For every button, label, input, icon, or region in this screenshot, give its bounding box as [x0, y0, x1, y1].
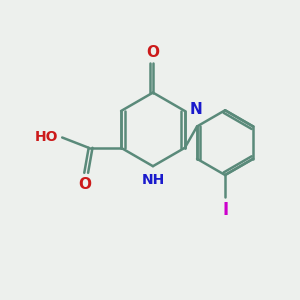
Text: NH: NH: [141, 173, 165, 187]
Text: I: I: [222, 201, 228, 219]
Text: N: N: [190, 102, 203, 117]
Text: O: O: [146, 45, 159, 60]
Text: HO: HO: [35, 130, 58, 145]
Text: O: O: [78, 177, 91, 192]
